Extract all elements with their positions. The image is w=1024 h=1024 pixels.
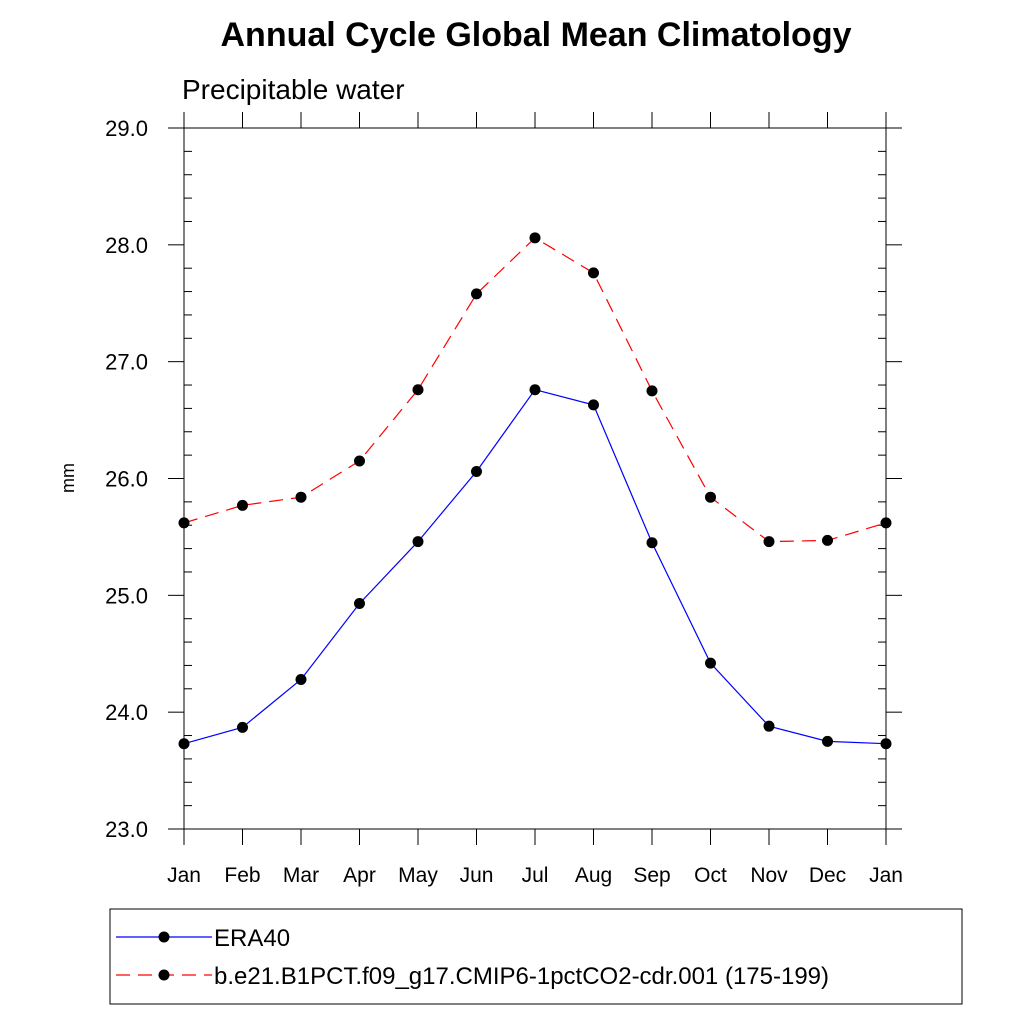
data-point — [412, 536, 424, 548]
x-tick-label: Jun — [460, 864, 494, 887]
legend-label: b.e21.B1PCT.f09_g17.CMIP6-1pctCO2-cdr.00… — [214, 963, 829, 990]
series-line — [183, 389, 887, 745]
y-tick-labels: 23.0 24.0 25.0 26.0 27.0 28.0 29.0 — [105, 116, 148, 842]
data-point — [295, 491, 307, 503]
series-lines — [178, 232, 892, 750]
y-tick-label: 24.0 — [105, 700, 148, 725]
x-tick-label: Jan — [167, 864, 201, 887]
data-point — [822, 735, 833, 747]
data-point — [646, 537, 658, 549]
data-point — [529, 232, 541, 244]
x-tick-label: Oct — [694, 864, 727, 887]
x-tick-label: Feb — [224, 864, 260, 887]
chart-subtitle: Precipitable water — [182, 74, 405, 105]
legend-label: ERA40 — [214, 925, 290, 952]
data-point — [880, 517, 892, 529]
x-tick-label: Jan — [869, 864, 903, 887]
y-axis-label: mm — [58, 463, 78, 493]
data-point — [354, 598, 365, 610]
data-point — [295, 673, 307, 685]
data-point — [237, 499, 248, 511]
x-tick-label: Sep — [633, 864, 670, 887]
y-tick-label: 25.0 — [105, 583, 148, 608]
data-point — [822, 534, 833, 546]
x-tick-label: May — [398, 864, 438, 887]
data-point — [529, 384, 541, 396]
data-point — [705, 657, 716, 669]
data-point — [588, 267, 599, 279]
chart-title: Annual Cycle Global Mean Climatology — [221, 16, 852, 54]
data-point — [471, 465, 482, 477]
x-tick-label: Aug — [575, 864, 612, 887]
x-tick-label: Jul — [522, 864, 549, 887]
data-point — [354, 455, 365, 467]
data-point — [178, 517, 190, 529]
data-point — [880, 738, 892, 750]
y-tick-label: 27.0 — [105, 350, 148, 375]
data-point — [237, 721, 248, 733]
legend-marker — [158, 931, 170, 943]
y-tick-label: 26.0 — [105, 467, 148, 492]
legend: ERA40 b.e21.B1PCT.f09_g17.CMIP6-1pctCO2-c… — [116, 925, 829, 990]
y-tick-label: 28.0 — [105, 233, 148, 258]
x-tick-label: Nov — [750, 864, 788, 887]
data-point — [471, 288, 482, 300]
data-point — [588, 399, 599, 411]
data-point — [763, 536, 775, 548]
legend-box — [109, 908, 963, 1005]
data-point — [705, 491, 716, 503]
x-tick-labels: Jan Feb Mar Apr May Jun Jul Aug Sep Oct Nov Dec Jan — [167, 864, 903, 887]
data-point — [412, 384, 424, 396]
x-tick-label: Dec — [809, 864, 846, 887]
legend-marker — [158, 969, 170, 981]
x-tick-label: Mar — [283, 864, 319, 887]
axis-ticks — [168, 112, 902, 845]
x-tick-label: Apr — [343, 864, 376, 887]
data-point — [763, 720, 775, 732]
y-tick-label: 23.0 — [105, 817, 148, 842]
y-tick-label: 29.0 — [105, 116, 148, 141]
data-point — [646, 385, 658, 397]
data-point — [178, 738, 190, 750]
